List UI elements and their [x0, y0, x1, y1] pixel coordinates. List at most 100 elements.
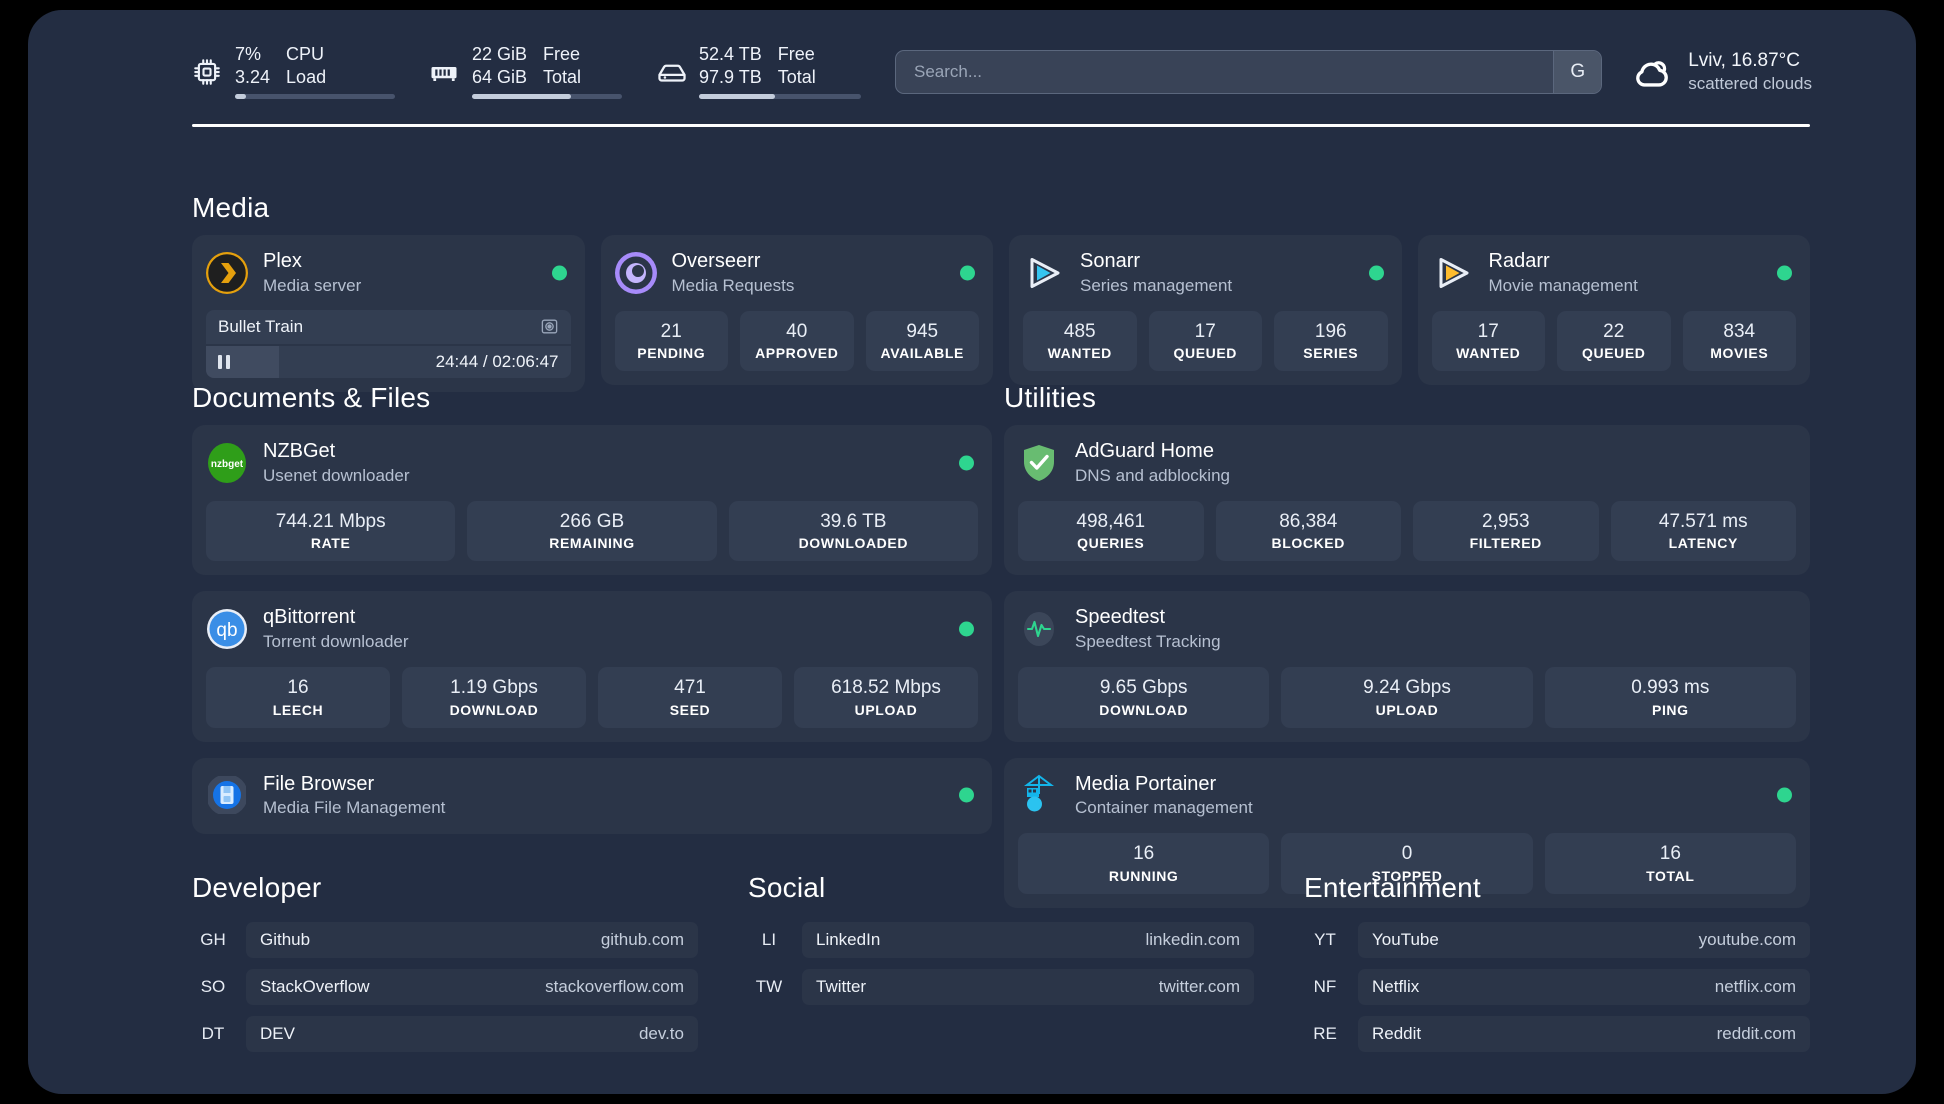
cloud-icon [1632, 51, 1674, 93]
stat-tile[interactable]: 9.65 Gbps DOWNLOAD [1018, 666, 1270, 728]
stat-tile[interactable]: 47.571 ms LATENCY [1610, 500, 1796, 562]
memory-usage-bar [472, 94, 622, 100]
stat-tile[interactable]: 39.6 TB DOWNLOADED [728, 500, 978, 562]
playback-progress-fill [206, 345, 279, 378]
status-indicator-online [960, 265, 975, 281]
service-name: AdGuard Home [1075, 440, 1214, 462]
media-section-title: Media [192, 192, 270, 223]
service-subtitle: Torrent downloader [263, 632, 409, 652]
bookmark-link[interactable]: Github github.com [246, 922, 698, 958]
stat-tile[interactable]: 22 QUEUED [1557, 310, 1671, 372]
stat-tile[interactable]: 471 SEED [598, 666, 782, 728]
service-card[interactable]: AdGuard Home DNS and adblocking 498,461 QUE… [1004, 425, 1810, 576]
stat-tile[interactable]: 0.993 ms PING [1544, 666, 1796, 728]
stat-tile[interactable]: 0 STOPPED [1281, 833, 1533, 894]
adguard-icon [1018, 442, 1060, 484]
service-card[interactable]: Plex Media server Bullet Train 24:44 / 02:0… [192, 235, 585, 392]
search-input[interactable] [896, 51, 1554, 93]
bookmark-link[interactable]: StackOverflow stackoverflow.com [246, 969, 698, 1005]
stat-label: QUEUED [1173, 345, 1237, 362]
bookmark-row: GH Github github.com [192, 922, 698, 958]
playback-progress-bar[interactable]: 24:44 / 02:06:47 [206, 345, 571, 378]
stat-tile[interactable]: 266 GB REMAINING [467, 500, 717, 562]
top-bar: 7% 3.24 CPU Load [192, 38, 1812, 106]
service-card[interactable]: Sonarr Series management 485 WANTED 17 QUEUED… [1009, 235, 1402, 386]
search-engine-button[interactable]: G [1553, 51, 1602, 93]
service-card-header: File Browser Media File Management [206, 771, 978, 821]
memory-widget: 22 GiB 64 GiB Free Total [429, 43, 622, 101]
stat-tile[interactable]: 86,384 BLOCKED [1215, 500, 1401, 562]
service-card[interactable]: nzbget NZBGet Usenet downloader 744.21 Mbps… [192, 425, 992, 576]
stat-label: FILTERED [1469, 535, 1542, 552]
bookmark-link[interactable]: YouTube youtube.com [1358, 922, 1810, 958]
stat-tile[interactable]: 17 QUEUED [1148, 310, 1262, 372]
bookmark-link[interactable]: Twitter twitter.com [802, 969, 1254, 1005]
status-indicator-online [1368, 265, 1384, 281]
stat-tile[interactable]: 17 WANTED [1431, 310, 1545, 372]
bookmark-url: reddit.com [1716, 1024, 1796, 1043]
stat-label: LATENCY [1668, 535, 1738, 552]
stat-value: 21 [660, 320, 682, 342]
bookmark-tag: LI [761, 930, 777, 949]
stat-label: REMAINING [549, 535, 635, 552]
stat-tile[interactable]: 9.24 Gbps UPLOAD [1281, 666, 1533, 728]
service-name: qBittorrent [263, 606, 356, 629]
service-subtitle: Series management [1080, 275, 1233, 295]
service-subtitle: Container management [1075, 798, 1253, 818]
bookmark-row: SO StackOverflow stackoverflow.com [192, 969, 698, 1005]
service-subtitle: DNS and adblocking [1075, 465, 1230, 485]
service-card[interactable]: Speedtest Speedtest Tracking 9.65 Gbps DOWN… [1004, 591, 1810, 742]
memory-total-label: Total [543, 67, 582, 87]
stat-label: UPLOAD [1375, 701, 1439, 718]
stat-label: UPLOAD [854, 701, 918, 718]
bookmark-link[interactable]: Reddit reddit.com [1358, 1016, 1810, 1052]
service-card[interactable]: qb qBittorrent Torrent downloader 16 LEECH 1.… [192, 591, 992, 742]
bookmark-name: DEV [260, 1024, 295, 1043]
service-card-text: File Browser Media File Management [263, 771, 445, 821]
stat-tile[interactable]: 1.19 Gbps DOWNLOAD [402, 666, 586, 728]
svg-text:nzbget: nzbget [211, 459, 244, 470]
bookmark-name: YouTube [1372, 930, 1439, 949]
search-bar[interactable]: G [895, 50, 1603, 94]
stat-tile[interactable]: 16 TOTAL [1544, 833, 1796, 894]
bookmark-link[interactable]: DEV dev.to [246, 1016, 698, 1052]
stat-tile[interactable]: 2,953 FILTERED [1413, 500, 1599, 562]
dashboard-page: 7% 3.24 CPU Load [28, 10, 1916, 1094]
playback-time: 24:44 / 02:06:47 [435, 351, 559, 371]
stat-tile[interactable]: 40 APPROVED [740, 310, 854, 372]
bookmark-link[interactable]: Netflix netflix.com [1358, 969, 1810, 1005]
stat-tile[interactable]: 196 SERIES [1274, 310, 1388, 372]
bookmark-link[interactable]: LinkedIn linkedin.com [802, 922, 1254, 958]
service-card[interactable]: File Browser Media File Management [192, 757, 992, 835]
stat-tile[interactable]: 834 MOVIES [1682, 310, 1796, 372]
stat-tile[interactable]: 744.21 Mbps RATE [206, 500, 456, 562]
now-playing-row: Bullet Train [206, 309, 571, 344]
stat-tile[interactable]: 21 PENDING [614, 310, 728, 372]
stat-label: PENDING [637, 345, 706, 362]
service-card[interactable]: Overseerr Media Requests 21 PENDING 40 APPROV… [600, 235, 993, 386]
service-card-header: Radarr Movie management [1432, 248, 1797, 298]
documents-section-title: Documents & Files [192, 382, 431, 413]
stat-label: WANTED [1456, 345, 1521, 362]
cast-icon[interactable] [540, 317, 559, 336]
stat-tile-group: 485 WANTED 17 QUEUED 196 SERIES [1023, 310, 1388, 372]
radarr-icon [1432, 252, 1474, 294]
stat-tile[interactable]: 498,461 QUERIES [1018, 500, 1204, 562]
stat-label: RATE [310, 535, 351, 552]
portainer-icon [1018, 774, 1060, 816]
stat-tile[interactable]: 618.52 Mbps UPLOAD [794, 666, 978, 728]
stat-tile[interactable]: 945 AVAILABLE [865, 310, 979, 372]
stat-tile[interactable]: 16 LEECH [206, 666, 390, 728]
service-card[interactable]: Media Portainer Container management 16 RUN… [1004, 757, 1810, 908]
stat-tile[interactable]: 485 WANTED [1023, 310, 1137, 372]
bookmark-tag: GH [200, 930, 226, 949]
bookmark-row: LI LinkedIn linkedin.com [748, 922, 1254, 958]
sonarr-icon [1023, 252, 1065, 294]
stat-label: QUEUED [1582, 345, 1646, 362]
memory-total-value: 64 GiB [472, 67, 528, 87]
filebrowser-icon [206, 774, 248, 816]
qbittorrent-icon: qb [206, 608, 248, 650]
stat-tile[interactable]: 16 RUNNING [1018, 833, 1270, 894]
pause-icon[interactable] [218, 354, 230, 369]
service-card[interactable]: Radarr Movie management 17 WANTED 22 QUEUED 83… [1417, 235, 1810, 386]
